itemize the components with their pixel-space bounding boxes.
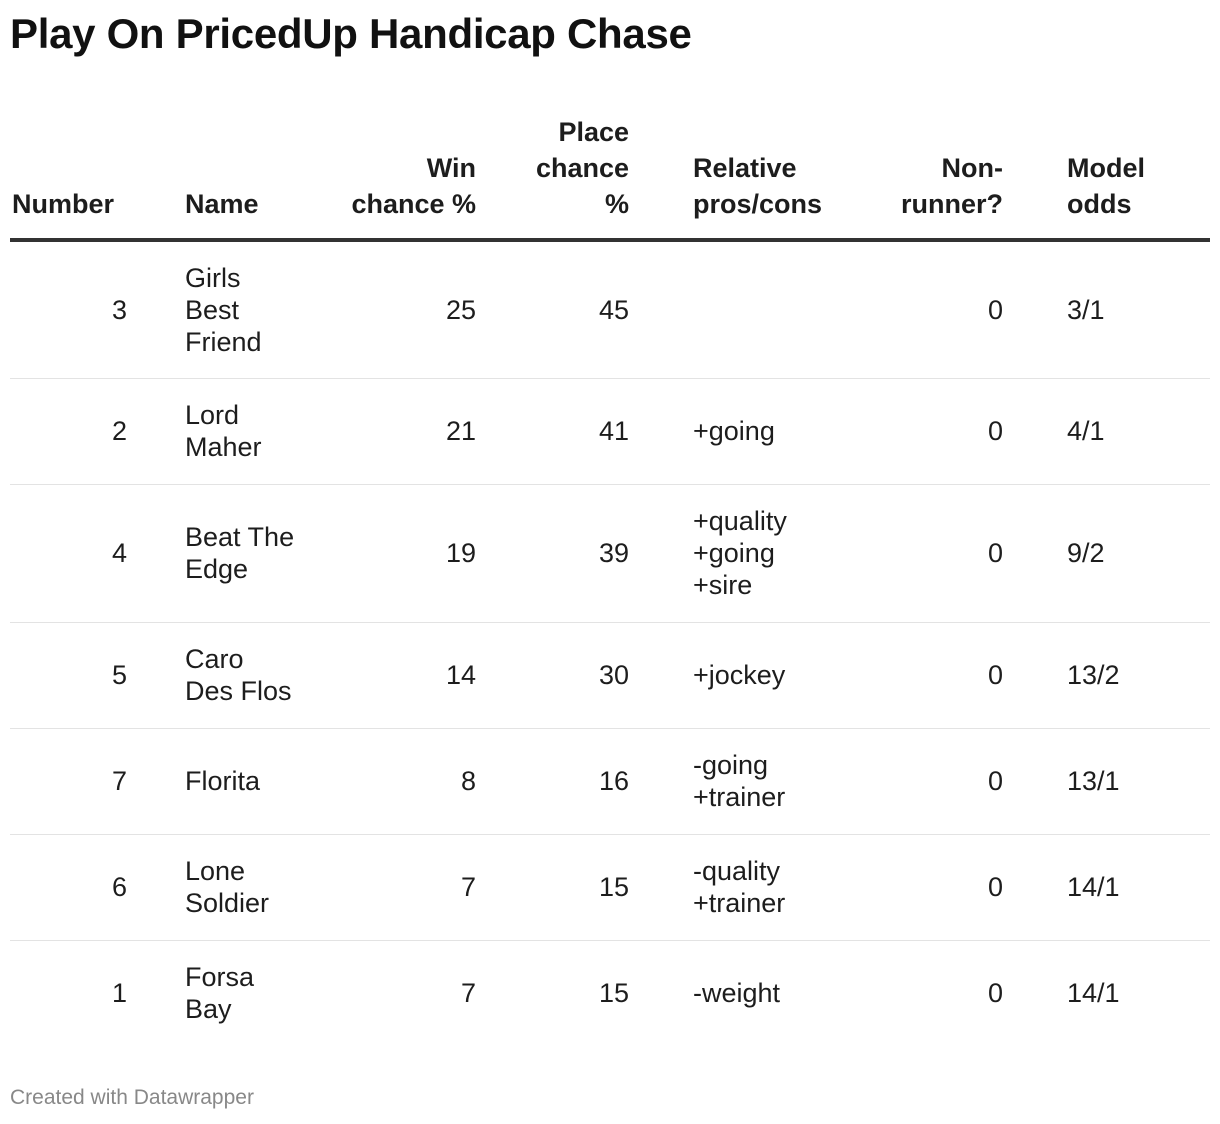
column-header-name[interactable]: Name: [185, 110, 345, 242]
cell-relative-pros-cons: -weight: [693, 978, 781, 1009]
column-header-model-odds[interactable]: Model odds: [1067, 110, 1210, 242]
column-header-place-chance[interactable]: Place chance %: [509, 110, 685, 242]
cell-model-odds: 4/1: [1067, 378, 1210, 485]
cell-name: Caro Des Flos: [185, 622, 345, 729]
cell-place-chance: 39: [509, 484, 685, 623]
table-row: 2 Lord Maher 21 41 +going 0 4/1: [10, 378, 1210, 485]
cell-non-runner: 0: [875, 484, 1067, 623]
cell-number: 6: [10, 834, 185, 941]
table-row: 3 Girls Best Friend 25 45 0 3/1: [10, 240, 1210, 379]
column-header-relative-pros-cons[interactable]: Relative pros/cons: [685, 110, 875, 242]
cell-win-chance: 25: [345, 240, 509, 379]
cell-name: Beat The Edge: [185, 484, 345, 623]
cell-name: Lone Soldier: [185, 834, 345, 941]
race-table: Number Name Win chance % Place chance % …: [10, 110, 1210, 1046]
cell-number: 3: [10, 240, 185, 379]
table-row: 5 Caro Des Flos 14 30 +jockey 0 13/2: [10, 622, 1210, 729]
cell-number: 2: [10, 378, 185, 485]
table-row: 4 Beat The Edge 19 39 +quality +going +sire 0…: [10, 484, 1210, 623]
cell-model-odds: 3/1: [1067, 240, 1210, 379]
cell-non-runner: 0: [875, 240, 1067, 379]
table-row: 6 Lone Soldier 7 15 -quality +trainer 0 14/1: [10, 834, 1210, 941]
cell-place-chance: 30: [509, 622, 685, 729]
cell-name: Florita: [185, 728, 345, 835]
cell-non-runner: 0: [987, 978, 1003, 1009]
cell-relative-pros-cons: -going +trainer: [685, 728, 875, 835]
cell-win-chance: 7: [460, 978, 476, 1009]
cell-relative-pros-cons: [685, 240, 875, 379]
cell-non-runner: 0: [875, 378, 1067, 485]
cell-relative-pros-cons: -quality +trainer: [685, 834, 875, 941]
table-title: Play On PricedUp Handicap Chase: [10, 10, 692, 57]
cell-win-chance: 8: [345, 728, 509, 835]
cell-place-chance: 15: [598, 978, 629, 1009]
cell-win-chance: 14: [345, 622, 509, 729]
column-header-non-runner[interactable]: Non- runner?: [875, 110, 1067, 242]
cell-relative-pros-cons: +jockey: [685, 622, 875, 729]
column-header-number[interactable]: Number: [10, 110, 185, 242]
datawrapper-credit: Created with Datawrapper: [10, 1086, 254, 1109]
cell-relative-pros-cons: +quality +going +sire: [685, 484, 875, 623]
cell-name: Forsa Bay: [185, 962, 255, 1025]
cell-win-chance: 19: [345, 484, 509, 623]
table-row: 7 Florita 8 16 -going +trainer 0 13/1: [10, 728, 1210, 835]
cell-model-odds: 13/2: [1067, 622, 1210, 729]
cell-name: Lord Maher: [185, 378, 345, 485]
cell-win-chance: 7: [345, 834, 509, 941]
cell-model-odds: 14/1: [1067, 978, 1120, 1009]
cell-model-odds: 9/2: [1067, 484, 1210, 623]
cell-model-odds: 13/1: [1067, 728, 1210, 835]
cell-relative-pros-cons: +going: [685, 378, 875, 485]
column-header-win-chance[interactable]: Win chance %: [345, 110, 509, 242]
cell-number: 1: [111, 978, 127, 1009]
header-row: Number Name Win chance % Place chance % …: [10, 110, 1210, 242]
cell-win-chance: 21: [345, 378, 509, 485]
cell-number: 4: [10, 484, 185, 623]
cell-place-chance: 15: [509, 834, 685, 941]
table-body: 3 Girls Best Friend 25 45 0 3/1 2 Lord Maher 21 4…: [10, 240, 1210, 1046]
cell-model-odds: 14/1: [1067, 834, 1210, 941]
cell-place-chance: 16: [509, 728, 685, 835]
cell-non-runner: 0: [875, 728, 1067, 835]
cell-place-chance: 45: [509, 240, 685, 379]
table-row: 1 Forsa Bay 7 15 -weight 0 14/1: [10, 940, 1210, 1046]
cell-number: 5: [10, 622, 185, 729]
cell-place-chance: 41: [509, 378, 685, 485]
cell-number: 7: [10, 728, 185, 835]
cell-name: Girls Best Friend: [185, 240, 345, 379]
cell-non-runner: 0: [875, 834, 1067, 941]
cell-non-runner: 0: [875, 622, 1067, 729]
